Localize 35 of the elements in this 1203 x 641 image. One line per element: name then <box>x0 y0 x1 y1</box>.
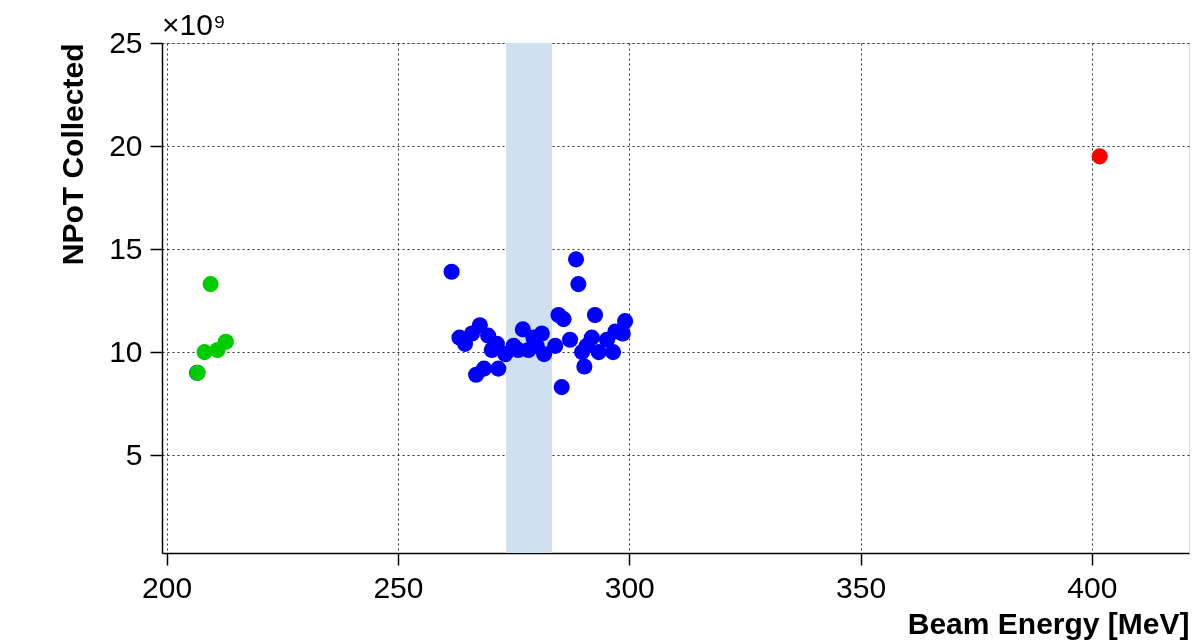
y-tick-label: 10 <box>109 334 143 368</box>
x-tick-label: 350 <box>836 570 887 604</box>
y-tick-label: 15 <box>109 231 143 265</box>
x-tick-label: 250 <box>373 570 424 604</box>
y-tick-label: 5 <box>125 437 143 471</box>
x-tick-label: 400 <box>1067 570 1118 604</box>
point <box>567 251 585 268</box>
point <box>547 337 564 354</box>
point <box>555 311 572 328</box>
x-tick-label: 300 <box>604 570 655 604</box>
point <box>570 276 587 293</box>
point <box>586 306 604 324</box>
point <box>617 313 634 330</box>
point <box>514 321 531 338</box>
point <box>578 337 595 354</box>
x-tick-label: 200 <box>142 570 193 604</box>
point <box>533 325 550 342</box>
point <box>475 360 493 377</box>
point <box>490 360 507 377</box>
point <box>576 358 593 375</box>
point <box>202 276 219 293</box>
point <box>196 344 213 361</box>
y-tick-label: 20 <box>109 128 143 162</box>
text: ×10⁹ <box>162 8 226 41</box>
point <box>561 331 579 348</box>
point <box>553 379 570 396</box>
x-axis-title: Beam Energy [MeV] <box>907 606 1190 640</box>
point <box>217 333 234 350</box>
point <box>471 317 488 334</box>
point <box>443 263 460 280</box>
point <box>1091 148 1108 165</box>
point <box>604 344 622 361</box>
y-tick-label: 25 <box>109 25 143 59</box>
point <box>536 346 553 363</box>
y-axis-title: NPoT Collected <box>56 43 90 266</box>
